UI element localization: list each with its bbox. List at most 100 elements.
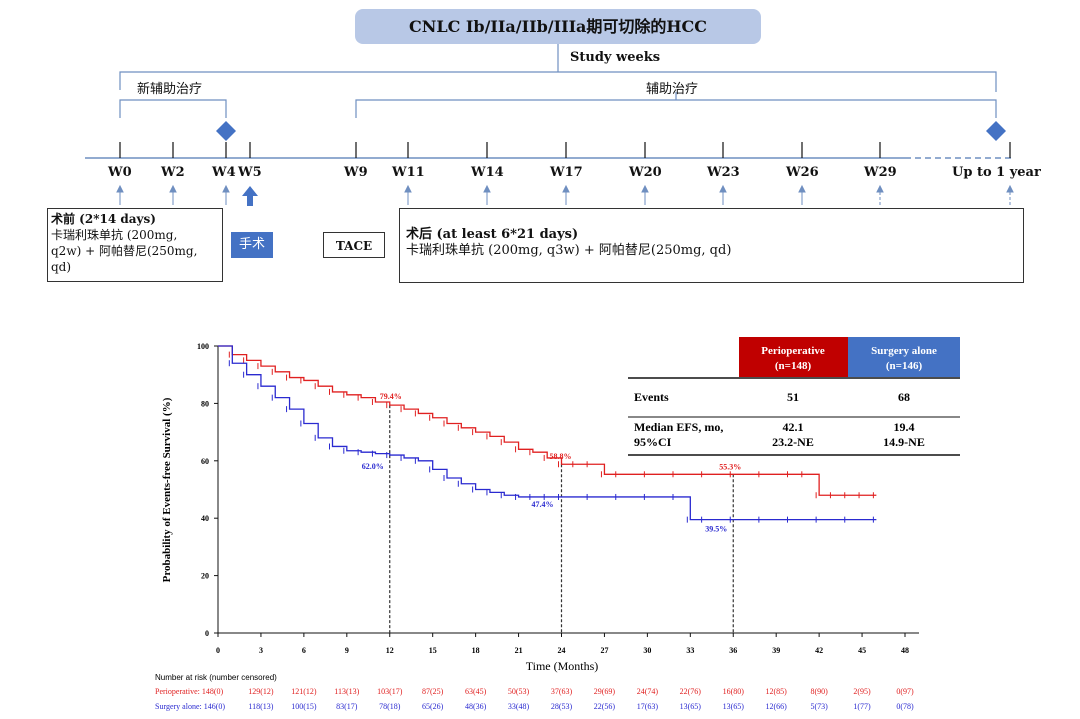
risk-perioperative: 24(74) [637,687,659,696]
week-label: W2 [161,165,185,180]
x-tick-label: 33 [686,646,694,655]
x-tick-label: 27 [600,646,608,655]
risk-perioperative: Perioperative: 148(0) [155,687,224,696]
table-row-label: 95%CI [634,435,672,449]
surgery-box: 手术 [231,232,273,258]
risk-surgery: 12(66) [766,702,788,711]
diagram-title: CNLC Ib/IIa/IIb/IIIa期可切除的HCC [355,9,761,44]
preop-line: q2w) + 阿帕替尼(250mg, [51,244,198,258]
preop-title: 术前 (2*14 days) [51,212,156,226]
week-label: W11 [392,165,425,180]
risk-perioperative: 8(90) [810,687,828,696]
table-header-text: Perioperative [761,345,825,357]
x-tick-label: 3 [259,646,263,655]
diamond-marker-1year [986,121,1006,141]
x-tick-label: 9 [345,646,349,655]
x-tick-label: 0 [216,646,220,655]
x-tick-label: 18 [472,646,480,655]
risk-surgery: 13(65) [680,702,702,711]
week-label: W0 [108,165,132,180]
landmark-value: 62.0% [362,462,384,471]
postop-title: 术后 (at least 6*21 days) [406,227,579,242]
postop-line: 卡瑞利珠单抗 (200mg, q3w) + 阿帕替尼(250mg, qd) [406,243,732,258]
study-weeks-label: Study weeks [570,50,661,65]
table-header-text: (n=148) [775,360,812,372]
risk-surgery: 100(15) [291,702,317,711]
week-label: W23 [707,165,740,180]
risk-perioperative: 121(12) [291,687,317,696]
tace-box: TACE [323,232,385,258]
x-tick-label: 45 [858,646,866,655]
week-label: W20 [629,165,662,180]
risk-surgery: 17(63) [637,702,659,711]
timeline-diagram [85,44,1014,206]
risk-perioperative: 0(97) [896,687,914,696]
x-tick-label: 30 [643,646,651,655]
week-label: W14 [471,165,504,180]
risk-perioperative: 22(76) [680,687,702,696]
risk-perioperative: 50(53) [508,687,530,696]
week-label: W26 [786,165,819,180]
x-tick-label: 48 [901,646,909,655]
y-tick-label: 40 [201,514,209,523]
surgery-arrow [242,186,258,206]
risk-surgery: 28(53) [551,702,573,711]
landmark-value: 55.3% [719,462,741,471]
table-cell: 14.9-NE [883,435,925,449]
km-curve-perioperative [218,345,877,496]
risk-surgery: 0(78) [896,702,914,711]
adjuvant-label: 辅助治疗 [646,82,699,97]
table-cell: 19.4 [894,420,915,434]
risk-title: Number at risk (number censored) [155,673,277,682]
neoadjuvant-label: 新辅助治疗 [137,82,203,97]
diamond-marker-w4 [216,121,236,141]
x-axis-title: Time (Months) [526,659,599,673]
table-row-label: Median EFS, mo, [634,420,723,434]
risk-perioperative: 87(25) [422,687,444,696]
landmark-value: 58.8% [550,452,572,461]
risk-perioperative: 113(13) [334,687,359,696]
risk-perioperative: 2(95) [853,687,871,696]
risk-surgery: 65(26) [422,702,444,711]
risk-surgery: Surgery alone: 146(0) [155,702,225,711]
landmark-value: 39.5% [705,525,727,534]
x-tick-label: 12 [386,646,394,655]
x-tick-label: 15 [429,646,437,655]
table-cell: 68 [898,390,910,404]
risk-surgery: 13(65) [723,702,745,711]
preop-box: 术前 (2*14 days) 卡瑞利珠单抗 (200mg, q2w) + 阿帕替… [47,208,223,282]
x-tick-label: 39 [772,646,780,655]
risk-surgery: 78(18) [379,702,401,711]
week-label: Up to 1 year [952,165,1041,180]
risk-perioperative: 16(80) [723,687,745,696]
table-cell: 51 [787,390,799,404]
table-header-perioperative [739,337,848,377]
week-label: W5 [238,165,262,180]
risk-perioperative: 129(12) [248,687,274,696]
risk-perioperative: 37(63) [551,687,573,696]
x-tick-label: 21 [515,646,523,655]
x-tick-label: 24 [558,646,566,655]
table-row-label: Events [634,390,669,404]
week-label: W9 [344,165,368,180]
risk-surgery: 83(17) [336,702,358,711]
risk-surgery: 1(77) [853,702,871,711]
y-axis-title: Probability of Events-free Survival (%) [161,397,173,582]
landmark-value: 47.4% [532,500,554,509]
postop-box: 术后 (at least 6*21 days) 卡瑞利珠单抗 (200mg, q… [399,208,1024,283]
y-tick-label: 100 [197,342,209,351]
risk-surgery: 48(36) [465,702,487,711]
risk-surgery: 33(48) [508,702,530,711]
week-label: W4 [212,165,236,180]
x-tick-label: 6 [302,646,306,655]
y-tick-label: 20 [201,572,209,581]
table-header-text: (n=146) [886,360,923,372]
x-tick-label: 36 [729,646,737,655]
risk-perioperative: 12(85) [766,687,788,696]
preop-line: qd) [51,260,72,274]
preop-line: 卡瑞利珠单抗 (200mg, [51,228,178,242]
y-tick-label: 60 [201,457,209,466]
y-tick-label: 0 [205,629,209,638]
y-tick-label: 80 [201,399,209,408]
